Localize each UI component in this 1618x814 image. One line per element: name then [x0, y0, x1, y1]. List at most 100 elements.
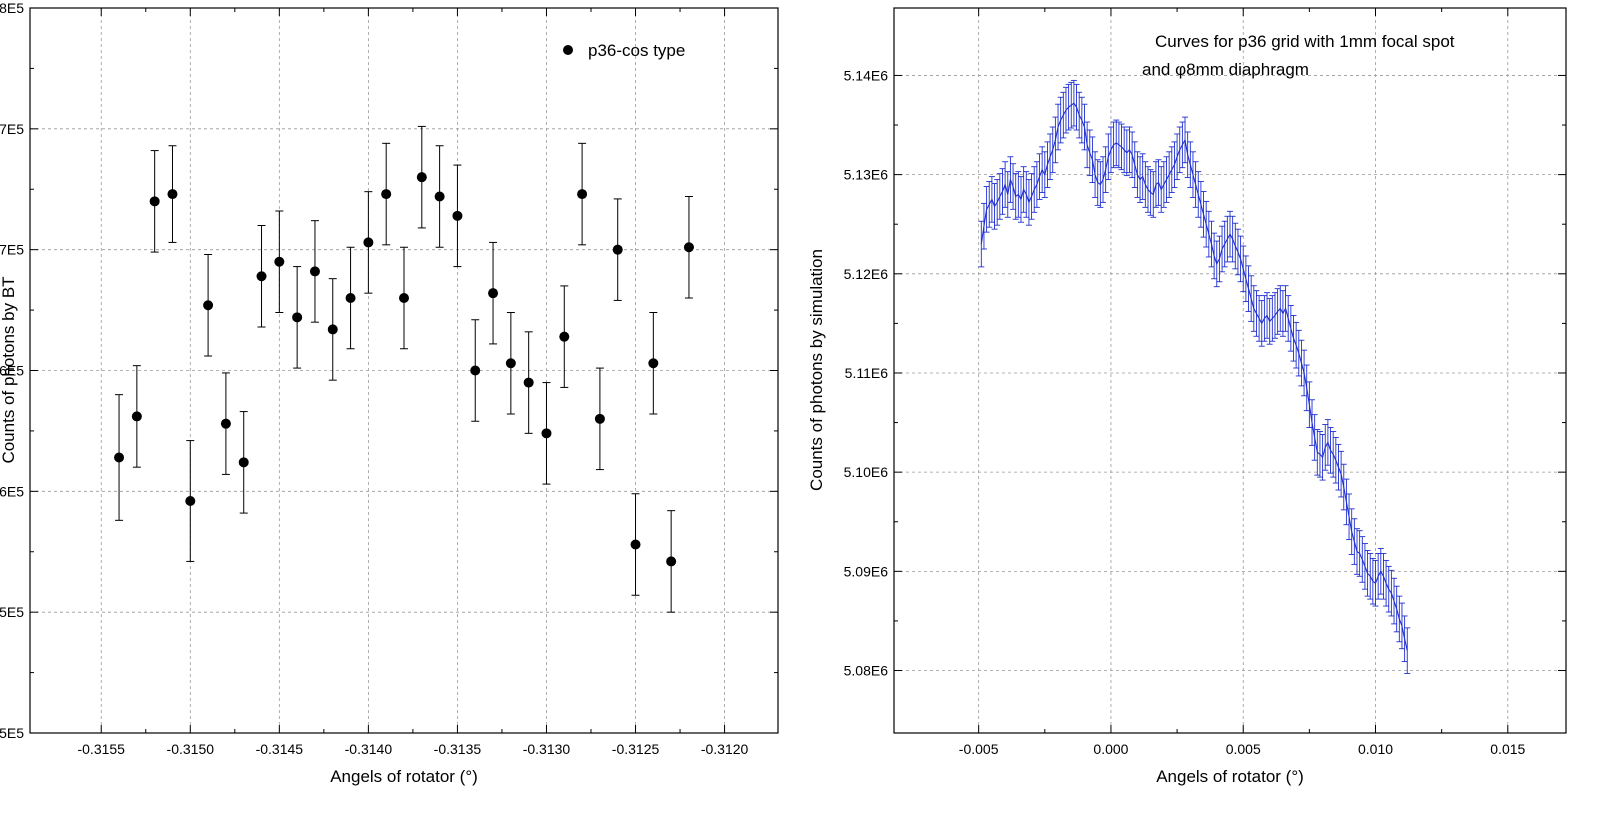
sim-annotation-line-2: and φ8mm diaphragm [1142, 60, 1309, 79]
bt-data-point [399, 246, 409, 350]
bt-data-point [345, 246, 356, 350]
sim-x-tick-label: 0.005 [1226, 741, 1261, 757]
bt-data-point [309, 220, 320, 323]
bt-plot-frame [29, 7, 779, 734]
sim-x-tick-label: 0.010 [1358, 741, 1393, 757]
sim-y-axis-label: Counts of photons by simulation [807, 249, 826, 491]
bt-point-marker [327, 324, 338, 335]
bt-y-tick-label: 1.76E5 [0, 363, 24, 379]
bt-point-marker [381, 189, 392, 200]
bt-data-point [488, 241, 499, 345]
bt-data-point [114, 394, 125, 521]
bt-data-point [666, 510, 677, 613]
bt-point-marker [399, 293, 409, 303]
bt-x-tick-label: -0.3150 [167, 741, 215, 757]
bt-point-marker [274, 256, 285, 267]
bt-point-marker [488, 288, 499, 299]
sim-error-bars [978, 79, 1411, 674]
bt-point-marker [630, 539, 641, 550]
bt-point-marker [666, 556, 677, 567]
sim-series-line [980, 102, 1408, 651]
bt-point-marker [541, 428, 552, 439]
bt-point-marker [238, 457, 249, 468]
bt-y-tick-label: 1.75E5 [0, 604, 24, 620]
bt-x-axis-label: Angels of rotator (°) [330, 767, 478, 786]
bt-data-point [630, 493, 641, 596]
sim-x-tick-label: 0.015 [1490, 741, 1525, 757]
bt-data-point [238, 411, 249, 514]
bt-x-tick-label: -0.3130 [523, 741, 571, 757]
bt-data-point [577, 142, 588, 246]
bt-point-marker [131, 411, 142, 422]
bt-legend: p36-cos type [563, 41, 685, 60]
bt-point-marker [559, 331, 570, 342]
sim-y-tick-label: 5.11E6 [845, 365, 889, 381]
bt-point-marker [256, 271, 267, 282]
sim-y-tick-label: 5.09E6 [844, 563, 889, 579]
bt-data-point [167, 145, 178, 243]
sim-grid [894, 8, 1566, 733]
bt-data-points [114, 125, 694, 613]
bt-point-marker [470, 365, 481, 376]
bt-point-marker [167, 189, 178, 200]
bt-data-point [541, 382, 552, 485]
bt-point-marker [683, 242, 694, 253]
bt-data-point [292, 266, 303, 369]
bt-point-marker [434, 191, 445, 202]
bt-point-marker [505, 358, 516, 369]
bt-point-marker [577, 189, 588, 200]
bt-x-tick-label: -0.3120 [701, 741, 749, 757]
bt-data-point [363, 191, 374, 294]
bt-point-marker [416, 172, 427, 183]
bt-data-point [505, 312, 516, 415]
bt-legend-marker [563, 45, 573, 55]
bt-data-point [149, 150, 160, 253]
bt-point-marker [594, 413, 605, 424]
bt-data-point [203, 254, 214, 357]
bt-point-marker [292, 312, 303, 323]
bt-point-marker [345, 293, 356, 303]
bt-data-point [220, 372, 231, 475]
bt-data-point [612, 198, 623, 301]
sim-y-tick-label: 5.14E6 [844, 67, 889, 83]
bt-data-point [594, 367, 605, 471]
bt-x-tick-label: -0.3145 [256, 741, 304, 757]
bt-data-point [185, 440, 196, 562]
bt-point-marker [114, 452, 125, 463]
bt-legend-label: p36-cos type [588, 41, 685, 60]
bt-y-tick-labels: 1.75E5 1.75E5 1.76E5 1.76E5 1.77E5 1.77E5 1.78… [0, 0, 24, 741]
sim-y-tick-label: 5.12E6 [844, 266, 889, 282]
simulation-line-chart: -0.005 0.000 0.005 0.010 0.015 5.08E6 5.09E6 5… [807, 7, 1567, 786]
bt-data-point [559, 285, 570, 388]
bt-y-tick-label: 1.78E5 [0, 0, 24, 16]
bt-point-marker [363, 237, 374, 248]
bt-data-point [470, 319, 481, 422]
bt-point-marker [523, 377, 534, 388]
bt-y-axis-label: Counts of photons by BT [0, 276, 18, 463]
bt-data-point [381, 142, 392, 246]
sim-x-axis-label: Angels of rotator (°) [1156, 767, 1304, 786]
bt-grid [30, 8, 778, 733]
bt-point-marker [309, 266, 320, 277]
bt-data-point [523, 331, 534, 434]
sim-x-tick-labels: -0.005 0.000 0.005 0.010 0.015 [959, 741, 1526, 757]
sim-x-tick-label: -0.005 [959, 741, 999, 757]
sim-y-tick-label: 5.08E6 [844, 663, 889, 679]
bt-data-point [683, 196, 694, 299]
bt-point-marker [185, 496, 196, 506]
bt-point-marker [149, 196, 160, 207]
bt-y-tick-label: 1.76E5 [0, 483, 24, 499]
bt-y-tick-label: 1.77E5 [0, 242, 24, 258]
bt-data-point [274, 210, 285, 313]
bt-point-marker [648, 358, 659, 369]
sim-axis-ticks [894, 8, 1566, 733]
sim-x-tick-label: 0.000 [1093, 741, 1128, 757]
bt-point-marker [203, 300, 214, 311]
bt-x-tick-label: -0.3155 [77, 741, 125, 757]
bt-data-point [416, 125, 427, 229]
sim-y-tick-labels: 5.08E6 5.09E6 5.10E6 5.11E6 5.12E6 5.13E6 5.14… [844, 67, 889, 678]
sim-annotation-line-1: Curves for p36 grid with 1mm focal spot [1155, 32, 1455, 51]
bt-y-tick-label: 1.75E5 [0, 725, 24, 741]
bt-scatter-chart: -0.3155 -0.3150 -0.3145 -0.3140 -0.3135 -0.31… [0, 0, 779, 786]
